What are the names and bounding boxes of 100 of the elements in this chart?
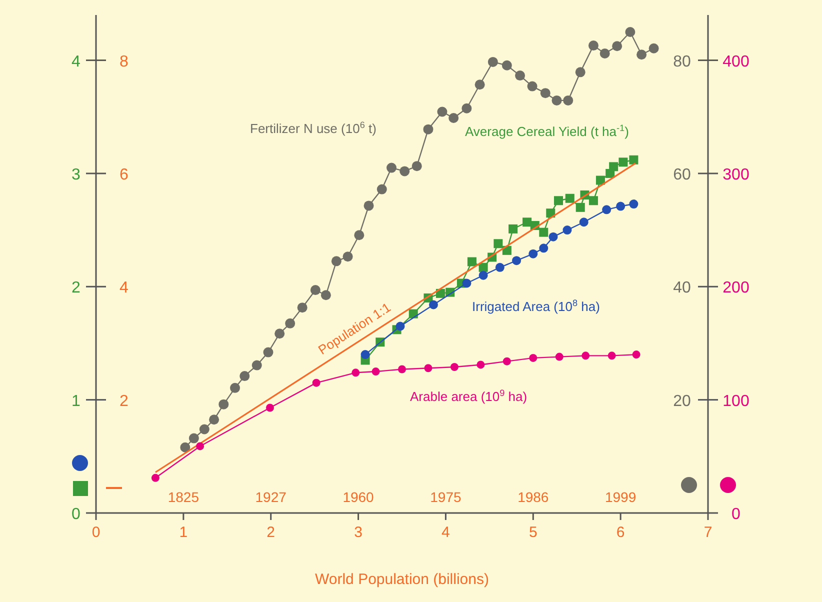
y2-tick-label: 0 — [732, 506, 741, 523]
point — [494, 239, 503, 248]
point — [540, 88, 550, 98]
point — [576, 202, 585, 212]
point — [428, 300, 438, 310]
annotation: 1999 — [604, 489, 636, 505]
y2-tick-label: 300 — [722, 166, 750, 184]
x-axis-title: World Population (billions) — [315, 571, 489, 588]
point — [596, 176, 605, 185]
point — [636, 50, 647, 60]
point — [612, 41, 622, 52]
annotation: 1975 — [430, 489, 462, 505]
point — [588, 40, 598, 51]
point — [196, 442, 204, 450]
point — [188, 433, 199, 444]
point — [372, 368, 380, 376]
point — [632, 350, 640, 359]
point — [588, 196, 598, 206]
point — [364, 200, 374, 211]
point — [512, 256, 522, 266]
point — [352, 368, 360, 377]
point — [412, 161, 422, 172]
point — [579, 218, 588, 227]
point — [312, 378, 320, 387]
annotation: 1825 — [168, 489, 200, 505]
point — [386, 162, 397, 173]
annotation: 6 — [120, 166, 129, 184]
point — [515, 70, 526, 81]
x-tick-label: 2 — [266, 524, 276, 541]
y-tick-label: 0 — [72, 506, 81, 523]
point — [502, 357, 511, 366]
point — [320, 290, 331, 300]
y-tick-label: 3 — [72, 166, 81, 184]
point — [310, 285, 320, 296]
point — [582, 352, 590, 360]
x-tick-label: 7 — [704, 524, 712, 541]
point — [285, 318, 296, 328]
x-tick-label: 3 — [354, 524, 362, 541]
point — [230, 382, 240, 393]
point — [424, 364, 432, 372]
point — [218, 399, 229, 410]
y3-tick-label: 20 — [673, 392, 691, 410]
point — [342, 252, 353, 262]
y-tick-label: 4 — [72, 53, 81, 70]
annotation: 1927 — [255, 489, 287, 505]
point — [529, 354, 538, 362]
x-tick-label: 4 — [442, 524, 450, 541]
point — [600, 48, 610, 58]
annotation: 1986 — [518, 489, 549, 505]
point — [527, 81, 538, 92]
annotation: 1960 — [342, 489, 374, 505]
series-label: Average Cereal Yield (t ha$^{-1}$) — [465, 123, 629, 139]
y-tick-label: 2 — [72, 280, 81, 297]
point — [528, 249, 538, 258]
point — [562, 226, 572, 235]
x-tick-label: 0 — [92, 524, 100, 541]
point — [437, 106, 448, 117]
point — [462, 103, 472, 114]
y3-tick-label: 40 — [673, 280, 691, 297]
point — [266, 404, 274, 412]
point — [398, 365, 406, 374]
y2-tick-label: 400 — [722, 53, 750, 70]
point — [396, 322, 405, 331]
point — [629, 155, 638, 164]
point — [180, 442, 190, 452]
point — [609, 162, 618, 172]
point — [616, 202, 626, 211]
point — [522, 218, 532, 227]
x-tick-label: 1 — [179, 524, 188, 541]
point — [209, 414, 220, 425]
point — [297, 302, 308, 313]
point — [476, 360, 485, 369]
point — [602, 205, 612, 214]
point — [548, 232, 558, 242]
point — [474, 80, 485, 90]
point — [478, 270, 488, 280]
point — [263, 347, 274, 358]
annotation: 2 — [120, 392, 129, 410]
point — [478, 262, 488, 272]
point — [575, 67, 586, 78]
point — [252, 360, 262, 370]
x-tick-label: 5 — [528, 524, 538, 541]
y3-tick-label: 80 — [673, 53, 691, 70]
point — [502, 60, 512, 70]
series-label: Irrigated Area (10$^{8}$ ha) — [472, 298, 600, 314]
point — [462, 278, 472, 288]
point — [199, 424, 210, 434]
point — [629, 200, 638, 209]
y3-tick-label: 60 — [673, 166, 691, 184]
series-label: Arable area (10$^{9}$ ha) — [410, 388, 528, 404]
point — [240, 371, 250, 382]
point — [467, 257, 476, 266]
point — [565, 194, 574, 203]
point — [618, 158, 628, 167]
text: Fertilizer N use (10$^{6}$ t) — [250, 120, 376, 136]
point — [488, 56, 498, 67]
point — [274, 328, 285, 339]
point — [546, 208, 556, 218]
point — [648, 43, 659, 54]
point — [608, 352, 616, 360]
